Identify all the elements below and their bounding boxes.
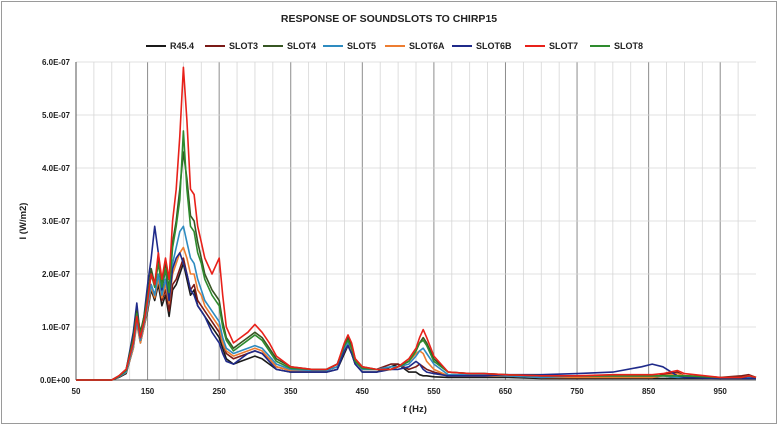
legend-item-slot8: SLOT8 <box>590 41 643 51</box>
series-line-slot7 <box>76 66 757 381</box>
x-tick-label: 350 <box>284 387 298 396</box>
legend-label: SLOT4 <box>287 41 316 51</box>
y-tick-label: 3.0E-07 <box>42 217 71 226</box>
legend-item-slot6b: SLOT6B <box>452 41 512 51</box>
legend-label: SLOT8 <box>614 41 643 51</box>
x-axis-label: f (Hz) <box>403 404 427 415</box>
legend-label: SLOT6A <box>409 41 445 51</box>
series-group <box>76 66 757 381</box>
x-tick-label: 250 <box>212 387 226 396</box>
legend-label: SLOT6B <box>476 41 512 51</box>
x-tick-label: 550 <box>427 387 441 396</box>
y-axis-label: I (W/m2) <box>18 203 29 240</box>
tick-labels: 50 150 250 350 450 550 650 750 850 950 0.0E+00 1.0E… <box>40 58 727 396</box>
y-tick-label: 6.0E-07 <box>42 58 71 67</box>
legend-label: SLOT7 <box>549 41 578 51</box>
axes <box>75 62 756 381</box>
y-tick-label: 2.0E-07 <box>42 270 71 279</box>
legend-item-slot5: SLOT5 <box>323 41 376 51</box>
grid <box>76 61 756 380</box>
legend-item-r45.4: R45.4 <box>146 41 194 51</box>
legend-label: R45.4 <box>170 41 194 51</box>
y-tick-label: 0.0E+00 <box>40 376 71 385</box>
legend-item-slot4: SLOT4 <box>263 41 316 51</box>
legend-label: SLOT3 <box>229 41 258 51</box>
x-tick-label: 650 <box>499 387 513 396</box>
legend-item-slot7: SLOT7 <box>525 41 578 51</box>
legend-item-slot3: SLOT3 <box>205 41 258 51</box>
x-tick-label: 950 <box>714 387 728 396</box>
x-tick-label: 150 <box>141 387 155 396</box>
y-tick-label: 5.0E-07 <box>42 111 71 120</box>
y-tick-label: 1.0E-07 <box>42 323 71 332</box>
series-line-r45.4 <box>76 262 756 381</box>
x-tick-label: 50 <box>72 387 81 396</box>
x-tick-label: 850 <box>642 387 656 396</box>
y-tick-label: 4.0E-07 <box>42 164 71 173</box>
legend: R45.4 SLOT3 SLOT4 SLOT5 SLOT6A SLOT6B SLOT7 SLO… <box>146 41 643 51</box>
chart-title: RESPONSE OF SOUNDSLOTS TO CHIRP15 <box>281 13 497 25</box>
legend-label: SLOT5 <box>347 41 376 51</box>
legend-item-slot6a: SLOT6A <box>385 41 445 51</box>
x-tick-label: 750 <box>570 387 584 396</box>
x-tick-label: 450 <box>356 387 370 396</box>
series-line-slot5 <box>76 225 756 381</box>
